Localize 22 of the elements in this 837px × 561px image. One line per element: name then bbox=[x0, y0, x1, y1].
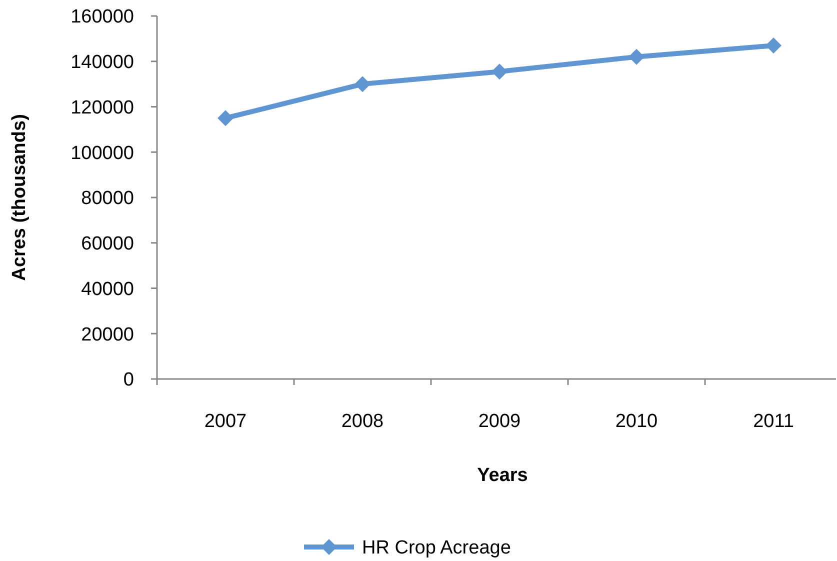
x-tick-label: 2007 bbox=[204, 411, 247, 432]
point bbox=[628, 48, 644, 65]
y-tick-label: 100000 bbox=[70, 142, 134, 164]
y-tick-label: 160000 bbox=[70, 6, 134, 28]
y-tick-label: 0 bbox=[123, 370, 134, 391]
y-tick-label: 60000 bbox=[81, 234, 134, 255]
point bbox=[766, 37, 782, 54]
x-tick-label: 2011 bbox=[753, 411, 794, 432]
y-axis-title: Acres (thousands) bbox=[9, 114, 30, 281]
y-tick-label: 20000 bbox=[81, 324, 134, 346]
x-axis-title: Years bbox=[477, 465, 528, 486]
y-tick-label: 140000 bbox=[70, 52, 134, 74]
x-tick-label: 2009 bbox=[478, 411, 521, 432]
y-tick-label: 120000 bbox=[70, 97, 134, 118]
point bbox=[218, 110, 234, 126]
y-tick-label: 80000 bbox=[81, 188, 134, 210]
point bbox=[492, 64, 508, 80]
legend-label: HR Crop Acreage bbox=[362, 538, 511, 559]
x-tick-label: 2010 bbox=[615, 411, 658, 432]
y-tick-label: 40000 bbox=[81, 278, 134, 300]
x-tick-label: 2008 bbox=[341, 411, 384, 432]
point bbox=[354, 76, 370, 92]
